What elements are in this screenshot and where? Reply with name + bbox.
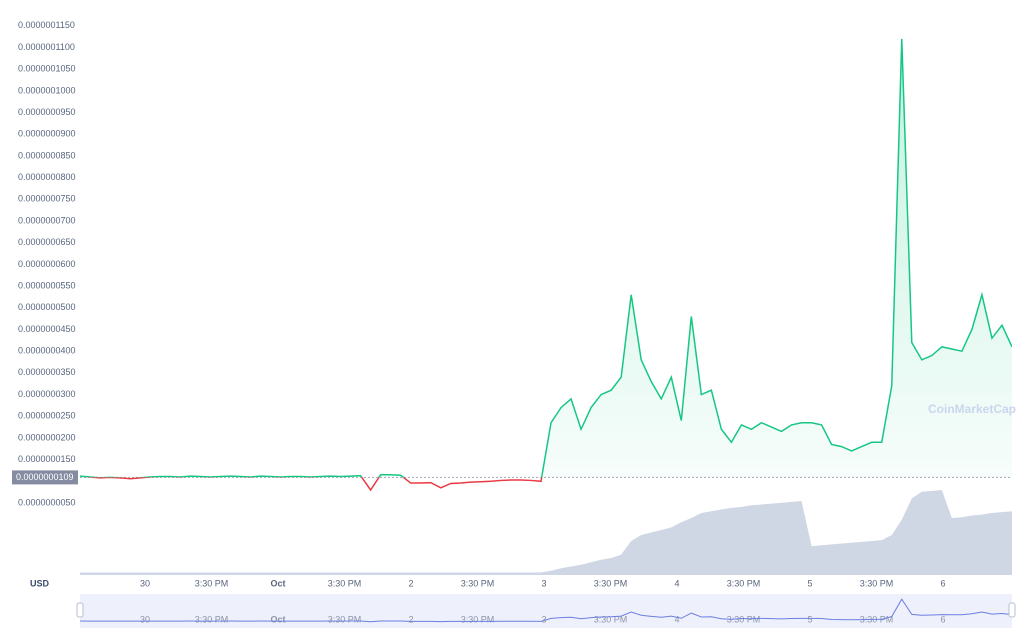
price-line-down	[86, 477, 543, 492]
x-tick-label: 3:30 PM	[860, 578, 894, 588]
y-tick-label: 0.0000000350	[18, 367, 76, 377]
navigator-tick-label: 3	[541, 614, 546, 624]
x-tick-label: 3:30 PM	[461, 578, 495, 588]
y-tick-label: 0.0000001150	[18, 20, 75, 30]
x-tick-label: 3:30 PM	[328, 578, 362, 588]
y-tick-label: 0.0000000250	[18, 411, 76, 421]
y-tick-label: 0.0000000750	[18, 194, 76, 204]
y-tick-label: 0.0000000800	[18, 172, 76, 182]
navigator-tick-label: 4	[674, 614, 679, 624]
navigator-tick-label: 2	[408, 614, 413, 624]
y-tick-label: 0.0000000900	[18, 129, 76, 139]
y-tick-label: 0.0000000550	[18, 280, 76, 290]
y-tick-label: 0.0000000300	[18, 389, 76, 399]
x-tick-label: 5	[807, 578, 812, 588]
navigator-tick-label: 3:30 PM	[594, 614, 628, 624]
y-tick-label: 0.0000000400	[18, 346, 76, 356]
price-area	[80, 38, 1012, 478]
y-tick-label: 0.0000001100	[18, 42, 75, 52]
navigator-tick-label: 3:30 PM	[195, 614, 229, 624]
y-tick-label: 0.0000000700	[18, 215, 76, 225]
y-tick-label: 0.0000000200	[18, 432, 76, 442]
y-tick-label: 0.0000000600	[18, 259, 76, 269]
navigator-tick-label: 3:30 PM	[727, 614, 761, 624]
volume-area	[80, 490, 1012, 575]
navigator[interactable]	[80, 594, 1012, 628]
y-tick-label: 0.0000001050	[18, 64, 76, 74]
x-tick-label: 4	[674, 578, 679, 588]
x-tick-label: 3:30 PM	[195, 578, 229, 588]
x-tick-label: 6	[940, 578, 945, 588]
y-tick-label: 0.0000000650	[18, 237, 76, 247]
navigator-tick-label: 6	[940, 614, 945, 624]
x-tick-label: 2	[408, 578, 413, 588]
navigator-handle[interactable]	[1008, 602, 1016, 618]
base-label-box	[12, 470, 78, 485]
navigator-tick-label: 3:30 PM	[461, 614, 495, 624]
x-tick-label: Oct	[270, 578, 285, 588]
navigator-handle[interactable]	[76, 602, 84, 618]
navigator-tick-label: 5	[807, 614, 812, 624]
y-tick-label: 0.0000000150	[18, 454, 76, 464]
y-tick-label: 0.0000001000	[18, 85, 76, 95]
navigator-line	[79, 598, 1013, 623]
base-label: 0.0000000109	[16, 472, 74, 482]
price-line	[80, 38, 1012, 478]
currency-label: USD	[30, 578, 50, 588]
watermark: CoinMarketCap	[928, 402, 1016, 416]
navigator-tick-label: 30	[140, 614, 150, 624]
navigator-tick-label: 3:30 PM	[328, 614, 362, 624]
x-tick-label: 3	[541, 578, 546, 588]
x-tick-label: 3:30 PM	[594, 578, 628, 588]
y-tick-label: 0.0000000950	[18, 107, 76, 117]
y-tick-label: 0.0000000450	[18, 324, 76, 334]
y-tick-label: 0.0000000500	[18, 302, 76, 312]
y-tick-label: 0.0000000050	[18, 497, 76, 507]
x-tick-label: 3:30 PM	[727, 578, 761, 588]
x-tick-label: 30	[140, 578, 150, 588]
y-tick-label: 0.0000000850	[18, 150, 76, 160]
navigator-tick-label: Oct	[270, 614, 285, 624]
